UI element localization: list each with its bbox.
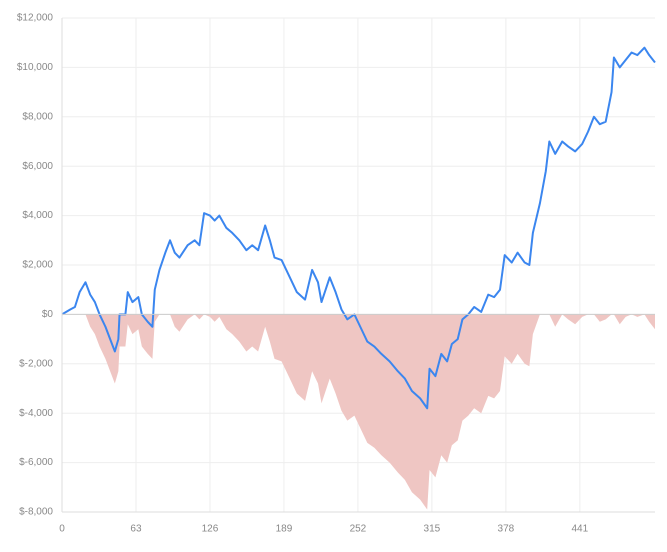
drawdown-area — [62, 314, 655, 510]
x-tick-label: 441 — [572, 524, 589, 535]
y-tick-label: $4,000 — [22, 210, 53, 221]
y-tick-label: $-4,000 — [19, 408, 53, 419]
x-tick-label: 189 — [276, 524, 293, 535]
x-tick-label: 315 — [424, 524, 441, 535]
y-tick-label: $2,000 — [22, 260, 53, 271]
x-tick-label: 378 — [498, 524, 515, 535]
y-tick-label: $0 — [42, 309, 54, 320]
x-tick-label: 126 — [202, 524, 219, 535]
y-tick-label: $-2,000 — [19, 358, 53, 369]
y-tick-label: $-6,000 — [19, 457, 53, 468]
y-tick-label: $10,000 — [17, 62, 54, 73]
y-tick-label: $12,000 — [17, 13, 54, 24]
x-tick-label: 63 — [130, 524, 142, 535]
y-tick-label: $-8,000 — [19, 507, 53, 518]
x-tick-label: 252 — [350, 524, 367, 535]
x-tick-label: 0 — [59, 524, 65, 535]
y-tick-label: $6,000 — [22, 161, 53, 172]
y-tick-label: $8,000 — [22, 111, 53, 122]
